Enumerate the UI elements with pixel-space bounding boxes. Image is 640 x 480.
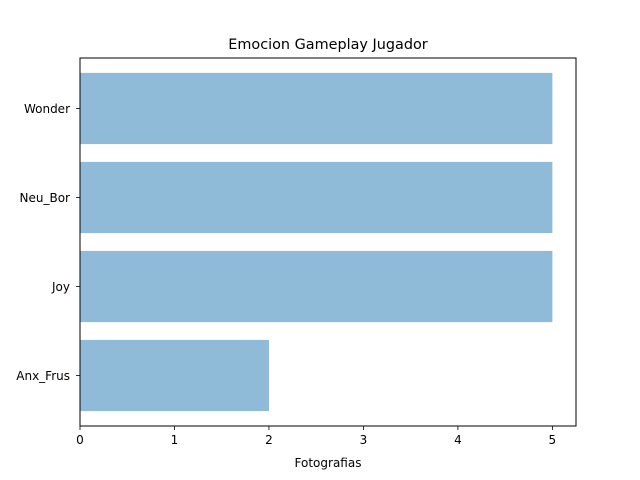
bar-wonder (80, 72, 553, 145)
bar-joy (80, 250, 553, 323)
x-axis-label: Fotografias (295, 456, 362, 470)
x-tick-label: 3 (360, 433, 368, 447)
y-tick-label: Wonder (24, 102, 70, 116)
bars-layer (80, 72, 553, 412)
chart-title: Emocion Gameplay Jugador (228, 37, 427, 53)
x-tick-label: 4 (454, 433, 462, 447)
y-axis-ticks: Anx_Frus Joy Neu_Bor Wonder (16, 102, 80, 383)
x-tick-label: 5 (549, 433, 557, 447)
x-tick-label: 0 (76, 433, 84, 447)
x-axis-ticks: 0 1 2 3 4 5 (76, 426, 556, 447)
y-tick-label: Anx_Frus (16, 369, 70, 383)
y-tick-label: Neu_Bor (20, 191, 71, 205)
plot-frame (79, 57, 577, 427)
y-tick-label: Joy (51, 280, 70, 294)
x-tick-label: 1 (171, 433, 179, 447)
x-tick-label: 2 (265, 433, 273, 447)
bar-anx-frus (80, 339, 269, 412)
bar-neu-bor (80, 161, 553, 234)
